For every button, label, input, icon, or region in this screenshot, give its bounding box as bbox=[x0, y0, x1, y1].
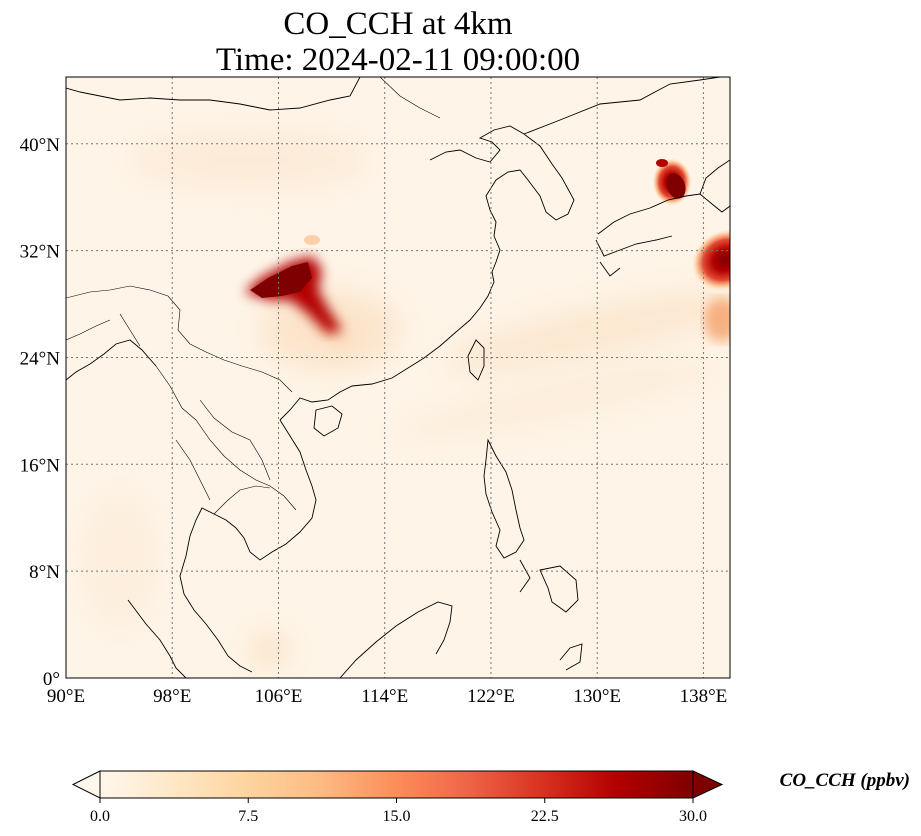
map-title: CO_CCH at 4km bbox=[283, 6, 513, 42]
colorbar-extend-low bbox=[71, 770, 101, 799]
colorbar-tick-label: 22.5 bbox=[531, 808, 559, 825]
colorbar-tick-label: 7.5 bbox=[238, 808, 258, 825]
plume-pacific bbox=[691, 228, 730, 342]
lat-tick-label: 24°N bbox=[20, 348, 61, 369]
country-borders bbox=[66, 77, 441, 515]
colorbar-tick-label: 30.0 bbox=[679, 808, 707, 825]
colorbar: 0.0 7.5 15.0 22.5 30.0 CO_CCH (ppbv) bbox=[71, 770, 910, 825]
plume-japan bbox=[652, 158, 692, 206]
lon-tick-label: 122°E bbox=[467, 686, 515, 707]
lon-axis: 90°E 98°E 106°E 114°E 122°E 130°E 138°E bbox=[47, 686, 727, 707]
graticule bbox=[66, 77, 730, 678]
map-time: Time: 2024-02-11 09:00:00 bbox=[215, 42, 581, 78]
lat-tick-label: 8°N bbox=[29, 562, 60, 583]
lat-axis: 0° 8°N 16°N 24°N 32°N 40°N bbox=[20, 135, 61, 690]
lat-tick-label: 40°N bbox=[20, 135, 61, 156]
colorbar-extend-high bbox=[692, 770, 724, 799]
map-frame bbox=[65, 76, 731, 679]
lon-tick-label: 106°E bbox=[255, 686, 303, 707]
lon-tick-label: 114°E bbox=[361, 686, 408, 707]
lat-tick-label: 32°N bbox=[20, 242, 61, 263]
colorbar-label: CO_CCH (ppbv) bbox=[780, 770, 910, 791]
lon-tick-label: 90°E bbox=[47, 686, 85, 707]
lon-tick-label: 138°E bbox=[680, 686, 728, 707]
colorbar-tick-label: 15.0 bbox=[383, 808, 411, 825]
colorbar-tick-label: 0.0 bbox=[90, 808, 110, 825]
lon-tick-label: 98°E bbox=[153, 686, 191, 707]
lat-tick-label: 0° bbox=[43, 669, 60, 690]
plume-sichuan bbox=[244, 235, 378, 370]
colorbar-bar bbox=[99, 770, 694, 799]
lon-tick-label: 130°E bbox=[573, 686, 621, 707]
colorbar-ticks: 0.0 7.5 15.0 22.5 30.0 bbox=[90, 798, 707, 825]
lat-tick-label: 16°N bbox=[20, 455, 61, 476]
coastlines bbox=[66, 77, 730, 678]
